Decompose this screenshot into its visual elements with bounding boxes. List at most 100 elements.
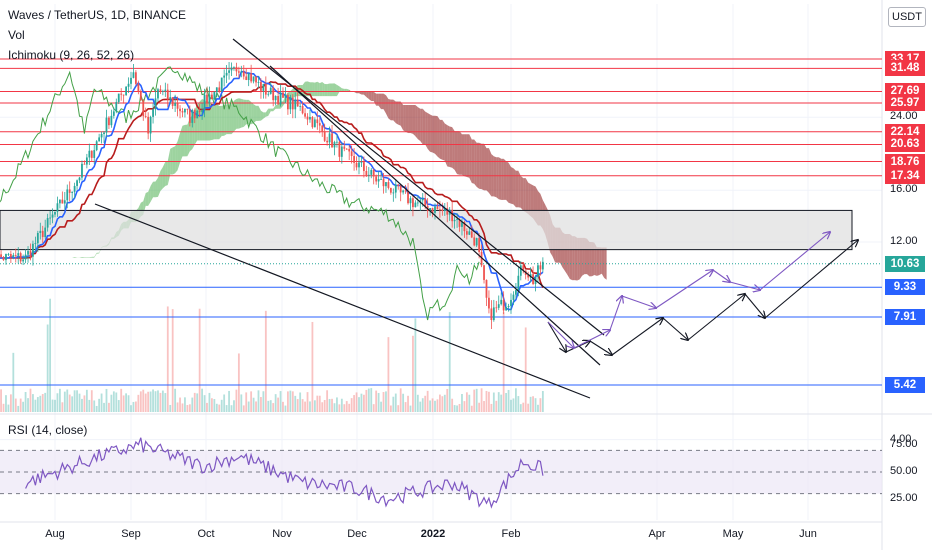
candle-body xyxy=(218,87,221,92)
volume-bar xyxy=(490,403,493,412)
currency-button[interactable]: USDT xyxy=(888,7,926,27)
cloud-segment xyxy=(427,113,431,152)
candle-body xyxy=(252,76,255,82)
volume-bar xyxy=(407,395,409,412)
cloud-segment xyxy=(157,170,161,197)
volume-bar xyxy=(206,402,208,412)
volume-bar xyxy=(529,396,532,412)
candle-body xyxy=(465,231,468,235)
candle-body xyxy=(191,110,194,123)
cloud-segment xyxy=(248,99,252,125)
volume-bar xyxy=(522,402,525,412)
volume-bar xyxy=(502,312,505,412)
cloud-segment xyxy=(454,131,458,175)
volume-bar xyxy=(291,391,294,412)
rsi-legend[interactable]: RSI (14, close) xyxy=(8,423,88,437)
candle-body xyxy=(24,254,27,260)
cloud-segment xyxy=(594,242,597,276)
candle-body xyxy=(166,89,169,100)
month-tick-Oct: Oct xyxy=(197,528,215,540)
candle-body xyxy=(387,182,390,188)
volume-bar xyxy=(304,401,306,412)
price-tag-18.76: 18.76 xyxy=(885,153,925,170)
cloud-segment xyxy=(410,105,413,134)
candle-body xyxy=(488,297,490,309)
candle-body xyxy=(370,169,373,175)
candle-body xyxy=(267,93,270,95)
cloud-segment xyxy=(334,83,337,97)
month-tick-Nov: Nov xyxy=(272,528,292,540)
volume-bar xyxy=(363,394,365,412)
volume-bar xyxy=(397,405,400,412)
cloud-segment xyxy=(422,108,426,145)
volume-bar xyxy=(316,395,319,412)
volume-bar xyxy=(144,393,147,412)
volume-bar xyxy=(41,394,44,412)
cloud-segment xyxy=(511,166,514,205)
volume-bar xyxy=(360,393,363,412)
volume-bar xyxy=(311,321,314,412)
volume-bar xyxy=(73,390,76,412)
volume-bar xyxy=(213,399,216,412)
volume-bar xyxy=(240,394,243,412)
volume-bar xyxy=(488,391,490,412)
cloud-segment xyxy=(260,110,264,121)
price-tag-31.48: 31.48 xyxy=(885,60,925,77)
cloud-segment xyxy=(89,256,92,258)
candle-body xyxy=(492,307,495,321)
candle-body xyxy=(443,208,446,212)
projection-arrow-purple xyxy=(655,270,713,309)
volume-bar xyxy=(328,398,331,412)
candle-body xyxy=(250,73,253,82)
candle-body xyxy=(343,146,346,149)
volume-bar xyxy=(85,389,88,412)
rsi-tick: 75.00 xyxy=(890,438,918,450)
candle-body xyxy=(375,176,378,182)
candle-body xyxy=(215,87,218,92)
candle-body xyxy=(451,209,454,222)
volume-bar xyxy=(108,402,110,412)
ichimoku-legend[interactable]: Ichimoku (9, 26, 52, 26) xyxy=(8,48,135,62)
volume-bar xyxy=(9,394,12,412)
volume-bar xyxy=(485,390,488,412)
candle-body xyxy=(483,265,485,280)
volume-legend[interactable]: Vol xyxy=(8,28,25,42)
price-tag-22.14: 22.14 xyxy=(885,123,925,140)
volume-bar xyxy=(274,394,277,412)
candle-body xyxy=(117,93,120,103)
candle-body xyxy=(282,92,284,98)
volume-bar xyxy=(29,388,32,412)
volume-bar xyxy=(510,399,512,412)
cloud-segment xyxy=(481,143,485,191)
volume-bar xyxy=(17,405,20,412)
support-zone-rect xyxy=(0,209,853,251)
volume-bar xyxy=(519,404,522,412)
symbol-title[interactable]: Waves / TetherUS, 1D, BINANCE xyxy=(8,8,187,22)
volume-bar xyxy=(441,396,444,412)
cloud-segment xyxy=(155,177,158,198)
volume-bar xyxy=(147,391,150,412)
volume-bar xyxy=(382,392,385,412)
candle-body xyxy=(179,108,181,112)
volume-bar xyxy=(76,390,78,412)
volume-bar xyxy=(279,391,282,412)
cloud-segment xyxy=(312,82,315,97)
candle-body xyxy=(392,192,395,194)
volume-bar xyxy=(524,327,527,412)
trendline-2 xyxy=(269,65,601,366)
volume-bar xyxy=(414,318,417,412)
volume-bar xyxy=(100,393,103,412)
cloud-segment xyxy=(503,158,507,200)
candle-body xyxy=(505,307,507,311)
cloud-segment xyxy=(160,167,163,191)
candle-body xyxy=(54,211,56,215)
month-tick-May: May xyxy=(722,528,744,540)
candle-body xyxy=(46,218,49,228)
cloud-segment xyxy=(224,104,227,136)
volume-bar xyxy=(125,393,127,412)
volume-bar xyxy=(370,388,373,412)
cloud-segment xyxy=(307,81,310,97)
volume-bar xyxy=(2,403,5,412)
cloud-segment xyxy=(233,99,237,132)
